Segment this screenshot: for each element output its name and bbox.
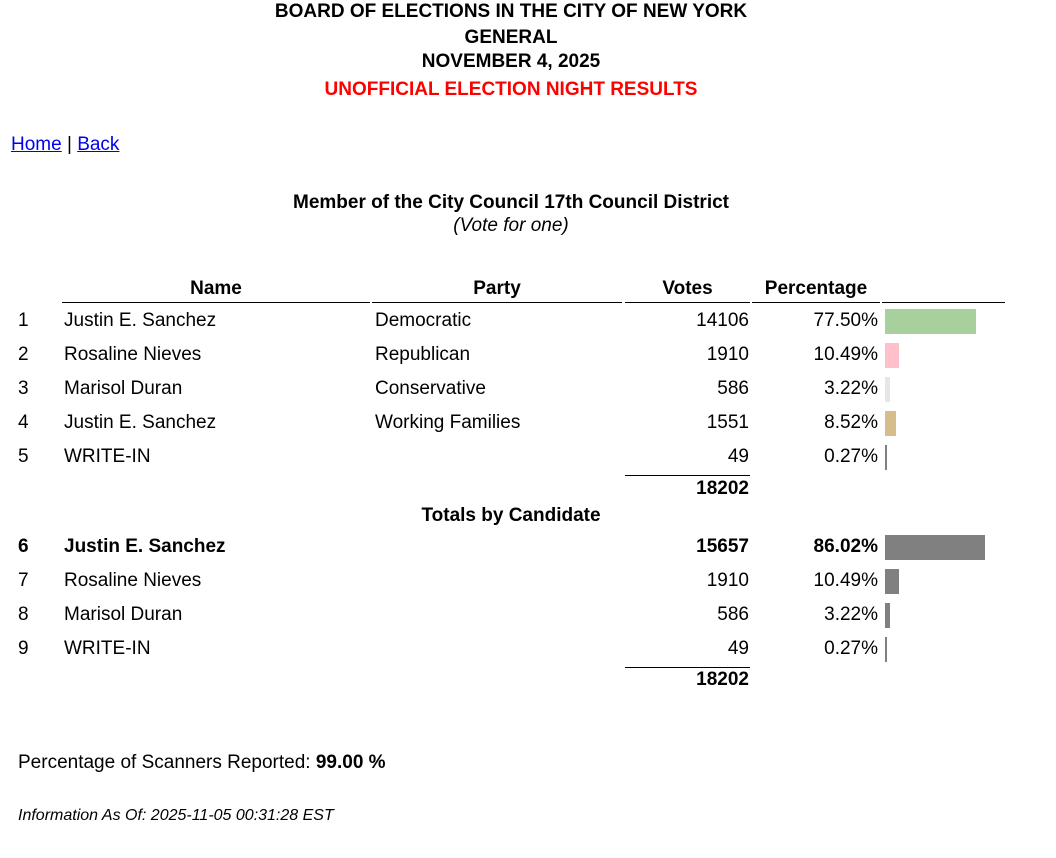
percentage-bar	[885, 445, 887, 470]
percentage-bar	[885, 637, 887, 662]
candidate-name: Rosaline Nieves	[64, 570, 202, 591]
party: Democratic	[375, 310, 472, 331]
rule	[752, 302, 880, 303]
percentage-bar	[885, 535, 986, 560]
candidate-name: Justin E. Sanchez	[64, 310, 217, 331]
rule	[625, 667, 750, 668]
percentage: 10.49%	[813, 570, 878, 591]
scanners-value: 99.00 %	[315, 752, 386, 773]
race-subtitle: (Vote for one)	[453, 215, 569, 236]
rule	[62, 302, 370, 303]
rule	[625, 475, 750, 476]
percentage-bar	[885, 569, 899, 594]
total-votes: 18202	[696, 669, 749, 690]
home-link[interactable]: Home	[11, 134, 62, 155]
party: Working Families	[375, 412, 521, 433]
row-number: 9	[18, 638, 29, 659]
votes: 15657	[696, 536, 749, 557]
percentage-bar	[885, 377, 891, 402]
votes: 1910	[706, 570, 749, 591]
row-number: 8	[18, 604, 29, 625]
percentage-bar	[885, 603, 891, 628]
votes: 586	[717, 378, 749, 399]
column-header: Name	[190, 278, 242, 299]
row-number: 7	[18, 570, 29, 591]
nav: Home | Back	[11, 134, 119, 156]
percentage: 3.22%	[824, 604, 878, 625]
votes: 586	[717, 604, 749, 625]
percentage: 3.22%	[824, 378, 878, 399]
votes: 49	[727, 638, 749, 659]
candidate-name: Justin E. Sanchez	[64, 536, 226, 557]
notice: UNOFFICIAL ELECTION NIGHT RESULTS	[324, 79, 698, 100]
candidate-name: WRITE-IN	[64, 446, 151, 467]
votes: 14106	[696, 310, 749, 331]
column-header: Percentage	[764, 278, 868, 299]
candidate-name: WRITE-IN	[64, 638, 151, 659]
percentage: 0.27%	[824, 446, 878, 467]
back-link[interactable]: Back	[77, 134, 120, 155]
votes: 1551	[706, 412, 749, 433]
row-number: 4	[18, 412, 29, 433]
totals-heading: Totals by Candidate	[421, 505, 601, 526]
percentage: 0.27%	[824, 638, 878, 659]
row-number: 3	[18, 378, 29, 399]
percentage-bar	[885, 309, 976, 334]
column-header: Party	[473, 278, 521, 299]
votes: 49	[727, 446, 749, 467]
rule	[372, 302, 622, 303]
rule	[625, 302, 750, 303]
header-line: BOARD OF ELECTIONS IN THE CITY OF NEW YO…	[274, 1, 748, 22]
scanners: Percentage of Scanners Reported: 99.00 %	[18, 752, 386, 774]
rule	[882, 302, 1005, 303]
row-number: 5	[18, 446, 29, 467]
votes: 1910	[706, 344, 749, 365]
party: Conservative	[375, 378, 486, 399]
row-number: 1	[18, 310, 29, 331]
percentage-bar	[885, 343, 899, 368]
race-title: Member of the City Council 17th Council …	[293, 192, 729, 213]
candidate-name: Marisol Duran	[64, 378, 183, 399]
party: Republican	[375, 344, 471, 365]
candidate-name: Justin E. Sanchez	[64, 412, 217, 433]
header-line: NOVEMBER 4, 2025	[421, 51, 601, 72]
separator: |	[66, 134, 72, 155]
percentage: 86.02%	[813, 536, 878, 557]
row-number: 6	[18, 536, 29, 557]
column-header: Votes	[662, 278, 713, 299]
total-votes: 18202	[696, 478, 749, 499]
percentage: 77.50%	[813, 310, 878, 331]
scanners-label: Percentage of Scanners Reported:	[18, 752, 311, 773]
candidate-name: Marisol Duran	[64, 604, 183, 625]
candidate-name: Rosaline Nieves	[64, 344, 202, 365]
percentage: 8.52%	[824, 412, 878, 433]
info: Information As Of: 2025-11-05 00:31:28 E…	[18, 807, 334, 824]
row-number: 2	[18, 344, 29, 365]
percentage: 10.49%	[813, 344, 878, 365]
header-line: GENERAL	[464, 27, 558, 48]
percentage-bar	[885, 411, 897, 436]
